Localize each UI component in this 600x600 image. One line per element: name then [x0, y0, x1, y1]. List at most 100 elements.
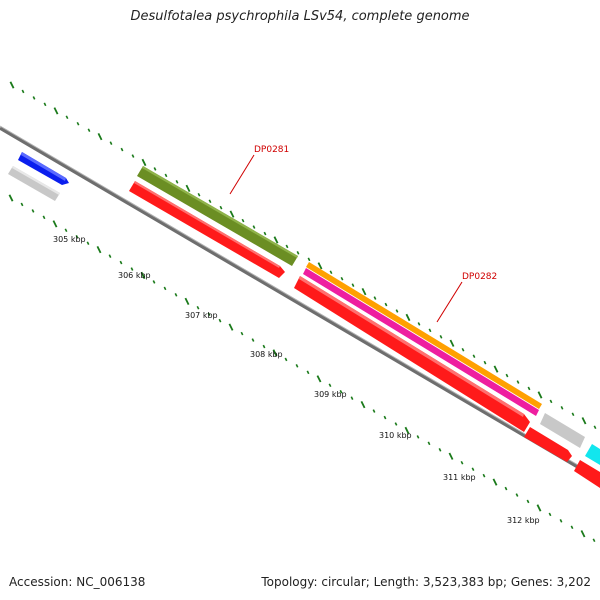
minor-tick [65, 115, 69, 120]
minor-tick [251, 338, 255, 342]
minor-tick [417, 322, 421, 326]
major-tick [140, 271, 146, 280]
map-title: Desulfotalea psychrophila LSv54, complet… [130, 9, 470, 24]
minor-tick [175, 180, 179, 184]
minor-tick [197, 192, 201, 197]
upper-tick-row [9, 81, 597, 430]
minor-tick [42, 215, 46, 220]
minor-tick [87, 128, 91, 132]
minor-tick [306, 370, 310, 375]
major-tick [361, 288, 367, 296]
feature-blue-arrow [18, 152, 69, 185]
minor-tick [262, 344, 266, 349]
major-tick [448, 452, 454, 460]
minor-tick [571, 412, 575, 417]
feature-red-arrow-2 [294, 276, 530, 432]
minor-tick [472, 354, 476, 358]
minor-tick [527, 386, 531, 391]
gene-label-dp0282-text: DP0282 [462, 272, 497, 282]
feature-olive-block [137, 166, 298, 266]
minor-tick [284, 357, 288, 362]
minor-tick [351, 283, 355, 287]
major-tick [96, 246, 102, 254]
minor-tick [526, 499, 530, 504]
minor-tick [516, 380, 520, 384]
major-tick [141, 158, 147, 167]
scale-label: 307 kbp [185, 311, 218, 320]
feature-red-arrow-3 [524, 427, 572, 462]
major-tick [52, 220, 58, 228]
minor-tick [208, 199, 212, 204]
minor-tick [328, 383, 332, 388]
major-tick [228, 323, 234, 331]
minor-tick [307, 257, 311, 262]
minor-tick [505, 373, 509, 378]
major-tick [9, 81, 15, 89]
minor-tick [218, 318, 222, 323]
lower-tick-row [8, 194, 596, 543]
minor-tick [439, 335, 443, 339]
major-tick [317, 262, 323, 270]
major-tick [360, 401, 366, 409]
minor-tick [340, 276, 344, 281]
minor-tick [240, 331, 244, 336]
major-tick [229, 210, 235, 218]
major-tick [536, 504, 542, 512]
minor-tick [241, 218, 245, 223]
minor-tick [119, 260, 123, 265]
minor-tick [296, 251, 300, 255]
backbone [0, 125, 600, 482]
gene-label-dp0281: DP0281 [229, 145, 289, 195]
minor-tick [460, 460, 464, 465]
minor-tick [20, 202, 24, 207]
minor-tick [174, 293, 178, 297]
minor-tick [559, 519, 563, 523]
minor-tick [86, 241, 90, 245]
minor-tick [285, 244, 289, 249]
minor-tick [76, 121, 80, 126]
minor-tick [295, 364, 299, 368]
scale-label: 308 kbp [250, 350, 283, 359]
major-tick [273, 236, 279, 244]
minor-tick [593, 425, 597, 430]
minor-tick [219, 205, 223, 210]
major-tick [272, 349, 278, 357]
major-tick [404, 426, 410, 435]
minor-tick [31, 209, 35, 213]
scale-label: 311 kbp [443, 473, 476, 482]
major-tick [184, 297, 190, 305]
minor-tick [515, 493, 519, 497]
minor-tick [416, 435, 420, 439]
minor-tick [108, 254, 112, 258]
scale-label: 305 kbp [53, 235, 86, 244]
gene-label-dp0281-text: DP0281 [254, 145, 289, 155]
minor-tick [339, 389, 343, 394]
major-tick [8, 194, 14, 202]
scale-label: 306 kbp [118, 271, 151, 280]
scale-label: 312 kbp [507, 516, 540, 525]
feature-gray-block [8, 166, 60, 201]
minor-tick [461, 347, 465, 352]
major-tick [537, 391, 543, 399]
major-tick [405, 313, 411, 322]
minor-tick [438, 448, 442, 452]
minor-tick [471, 467, 475, 471]
major-tick [449, 339, 455, 347]
minor-tick [329, 270, 333, 275]
minor-tick [21, 89, 25, 94]
minor-tick [163, 286, 167, 291]
major-tick [581, 417, 587, 425]
minor-tick [483, 360, 487, 365]
feature-magenta-block [303, 268, 539, 416]
major-tick [53, 107, 59, 115]
minor-tick [130, 267, 134, 271]
minor-tick [384, 302, 388, 307]
major-tick [97, 133, 103, 141]
minor-tick [570, 525, 574, 530]
minor-tick [109, 141, 113, 145]
feature-red-block-edge [574, 460, 600, 488]
accession-text: Accession: NC_006138 [9, 575, 146, 589]
minor-tick [427, 441, 431, 446]
